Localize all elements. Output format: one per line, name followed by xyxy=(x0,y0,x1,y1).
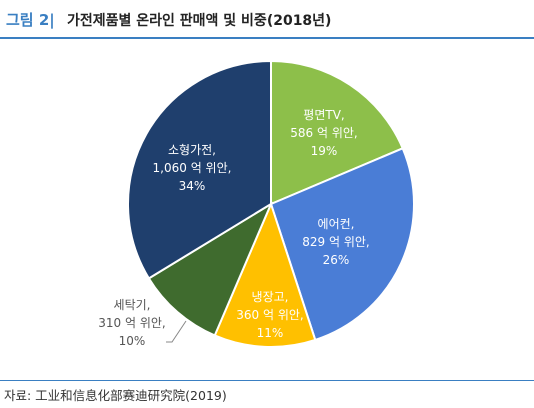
slice-label-line: 평면TV, xyxy=(303,108,344,122)
slice-label-line: 34% xyxy=(179,179,206,193)
source-note: 자료: 工业和信息化部赛迪研究院(2019) xyxy=(4,388,227,403)
figure-title: 가전제품별 온라인 판매액 및 비중(2018년) xyxy=(67,13,332,29)
header-rule xyxy=(0,37,534,39)
slice-label-3: 세탁기, 310 억 위안, 10% xyxy=(98,298,165,348)
slice-label-line: 19% xyxy=(311,144,338,158)
pie-slice-0 xyxy=(270,59,405,206)
figure-number: 그림 2| xyxy=(6,11,55,29)
slice-label-1: 에어컨, 829 억 위안, 26% xyxy=(302,217,369,267)
slice-label-line: 소형가전, xyxy=(168,143,216,157)
slice-label-line: 1,060 억 위안, xyxy=(153,161,232,175)
slice-label-line: 냉장고, xyxy=(252,290,289,304)
leader-line-washer xyxy=(166,320,187,343)
slice-label-line: 360 억 위안, xyxy=(236,308,303,322)
slice-label-line: 26% xyxy=(323,253,350,267)
slice-label-line: 11% xyxy=(257,326,284,340)
slice-label-line: 에어컨, xyxy=(318,217,355,231)
pie-chart-svg: 평면TV, 586 억 위안, 19% 에어컨, 829 억 위안, 26% 냉장고, 360… xyxy=(98,59,415,348)
slice-label-line: 829 억 위안, xyxy=(302,235,369,249)
slice-label-line: 세탁기, xyxy=(114,298,151,312)
slice-label-line: 586 억 위안, xyxy=(290,126,357,140)
pie-slice-3 xyxy=(147,201,274,337)
pie-slice-4 xyxy=(127,59,272,280)
figure-header: 그림 2| 가전제품별 온라인 판매액 및 비중(2018년) xyxy=(0,0,534,38)
slice-label-4: 소형가전, 1,060 억 위안, 34% xyxy=(153,143,232,193)
pie-slice-1 xyxy=(269,146,415,342)
slice-label-0: 평면TV, 586 억 위안, 19% xyxy=(290,108,357,158)
pie-chart: 평면TV, 586 억 위안, 19% 에어컨, 829 억 위안, 26% 냉장고, 360… xyxy=(0,39,534,379)
slice-label-2: 냉장고, 360 억 위안, 11% xyxy=(236,290,303,340)
slice-label-line: 10% xyxy=(119,334,146,348)
pie-slice-2 xyxy=(213,201,317,348)
slice-label-line: 310 억 위안, xyxy=(98,316,165,330)
footer-rule xyxy=(0,380,534,381)
